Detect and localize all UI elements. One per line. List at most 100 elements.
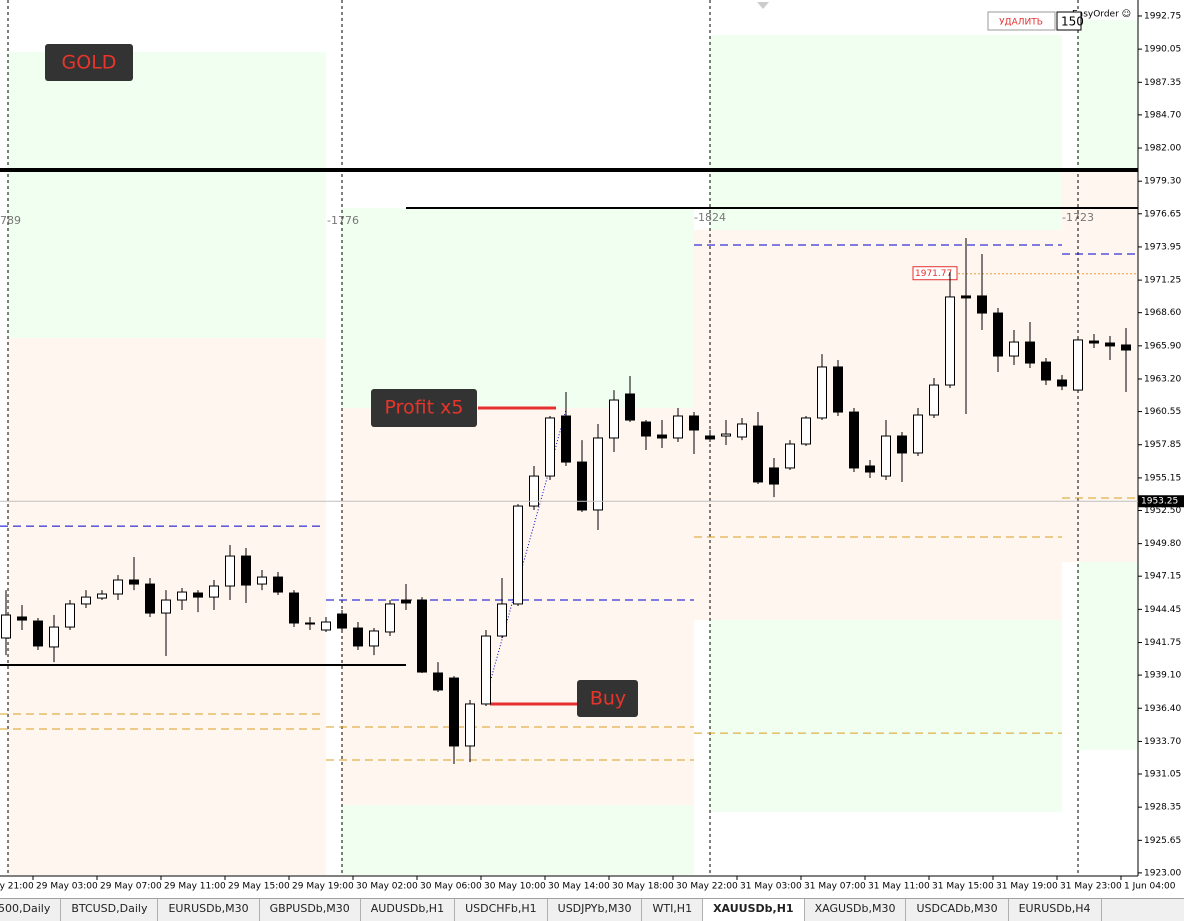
y-tick-label: 1987.35	[1144, 78, 1181, 88]
candle-body	[81, 596, 91, 605]
candle-body	[577, 461, 587, 511]
candle-body	[529, 475, 539, 507]
y-tick-label: 1939.10	[1144, 671, 1181, 681]
candle-body	[385, 603, 395, 633]
period-label: -1824	[694, 211, 726, 224]
chart: 1971.77 -1789 -1776 -1824 -1723 GOLD Pro…	[0, 0, 1184, 898]
candle-body	[545, 417, 555, 477]
candle-body	[737, 423, 747, 438]
tab[interactable]: XAGUSDb,M30	[805, 899, 907, 921]
candle-body	[1041, 361, 1051, 381]
candle-body	[833, 366, 843, 413]
x-tick-label: 1 Jun 04:00	[1124, 882, 1176, 892]
y-tick-label: 1925.65	[1144, 836, 1181, 846]
lots-input[interactable]	[1056, 11, 1082, 31]
candle-body	[129, 579, 139, 585]
current-price-box	[1138, 495, 1184, 508]
price-axis	[1138, 0, 1184, 898]
candle-body	[609, 399, 619, 439]
expert-label: EasyOrder ☺	[1072, 9, 1131, 20]
y-tick-label: 1944.45	[1144, 605, 1181, 615]
tab[interactable]: USDJPYb,M30	[548, 899, 643, 921]
buy-label: Buy	[590, 688, 626, 710]
candle-body	[657, 434, 667, 439]
tab[interactable]: USDCADb,M30	[906, 899, 1009, 921]
candle-body	[145, 583, 155, 614]
candle-body	[241, 555, 251, 586]
candle-body	[257, 576, 267, 585]
y-tick-label: 1992.75	[1144, 11, 1181, 21]
candle-body	[209, 585, 219, 598]
y-tick-label: 1947.15	[1144, 572, 1181, 582]
x-tick-label: 30 May 02:00	[356, 882, 418, 892]
tab[interactable]: AUDUSDb,H1	[361, 899, 456, 921]
buy-box	[577, 680, 638, 717]
y-tick-label: 1928.35	[1144, 803, 1181, 813]
zone	[1078, 562, 1138, 750]
tab[interactable]: GBPUSDb,M30	[260, 899, 361, 921]
candle-body	[65, 603, 75, 628]
period-label: -1776	[327, 214, 359, 227]
delete-button[interactable]	[987, 11, 1056, 31]
tab[interactable]: BTCUSD,Daily	[61, 899, 159, 921]
y-tick-label: 1971.25	[1144, 276, 1181, 286]
y-tick-label: 1984.70	[1144, 110, 1181, 120]
candle-body	[673, 415, 683, 439]
candle-body	[625, 393, 635, 421]
candle-body	[945, 296, 955, 386]
y-tick-label: 1982.00	[1144, 144, 1181, 154]
levels: 1971.77	[0, 168, 1138, 761]
candle-body	[849, 411, 859, 469]
candle-body	[1089, 340, 1099, 344]
profit-label: Profit x5	[385, 397, 464, 419]
zone	[710, 35, 1062, 230]
candle-body	[689, 415, 699, 431]
candle-body	[433, 672, 443, 691]
period-separators	[7, 0, 1079, 875]
zone	[342, 208, 694, 408]
delete-label[interactable]: УДАЛИТЬ	[999, 18, 1043, 28]
candle-body	[369, 630, 379, 647]
tab[interactable]: WTI,H1	[642, 899, 704, 921]
y-tick-label: 1923.00	[1144, 868, 1181, 878]
x-tick-label: 30 May 18:00	[612, 882, 674, 892]
period-label: -1789	[0, 214, 21, 227]
candle-body	[353, 627, 363, 647]
candle-body	[1073, 339, 1083, 391]
candle-body	[481, 635, 491, 705]
x-tick-label: 30 May 06:00	[420, 882, 482, 892]
candle-body	[33, 620, 43, 647]
zone	[710, 620, 1062, 812]
tab[interactable]: EURUSDb,M30	[158, 899, 260, 921]
scroll-marker	[757, 2, 769, 9]
x-tick-label: 31 May 15:00	[932, 882, 994, 892]
tab[interactable]: XAUUSDb,H1	[703, 899, 805, 921]
period-label: -1723	[1062, 211, 1094, 224]
candle-body	[273, 576, 283, 593]
tab[interactable]: USDCHFb,H1	[455, 899, 548, 921]
y-tick-label: 1960.55	[1144, 407, 1181, 417]
zone	[8, 52, 326, 338]
candle-body	[801, 417, 811, 445]
x-tick-label: 28 May 21:00	[0, 882, 34, 892]
candle-body	[993, 312, 1003, 357]
lots-value[interactable]: 150	[1061, 15, 1084, 29]
y-tick-label: 1936.40	[1144, 704, 1181, 714]
candle-body	[225, 555, 235, 587]
y-tick-label: 1957.85	[1144, 440, 1181, 450]
x-tick-label: 29 May 15:00	[228, 882, 290, 892]
x-tick-label: 29 May 03:00	[36, 882, 98, 892]
candle-body	[401, 599, 411, 604]
zone	[342, 408, 694, 805]
tab[interactable]: 500,Daily	[0, 899, 62, 921]
y-tick-label: 1955.15	[1144, 473, 1181, 483]
candle-body	[1121, 344, 1131, 351]
x-tick-label: 29 May 19:00	[292, 882, 354, 892]
y-tick-label: 1990.05	[1144, 45, 1181, 55]
candle-body	[161, 599, 171, 614]
candle-body	[177, 591, 187, 601]
candle-body	[49, 626, 59, 648]
candles	[1, 237, 1131, 765]
tab[interactable]: EURUSDb,H4	[1009, 899, 1102, 921]
